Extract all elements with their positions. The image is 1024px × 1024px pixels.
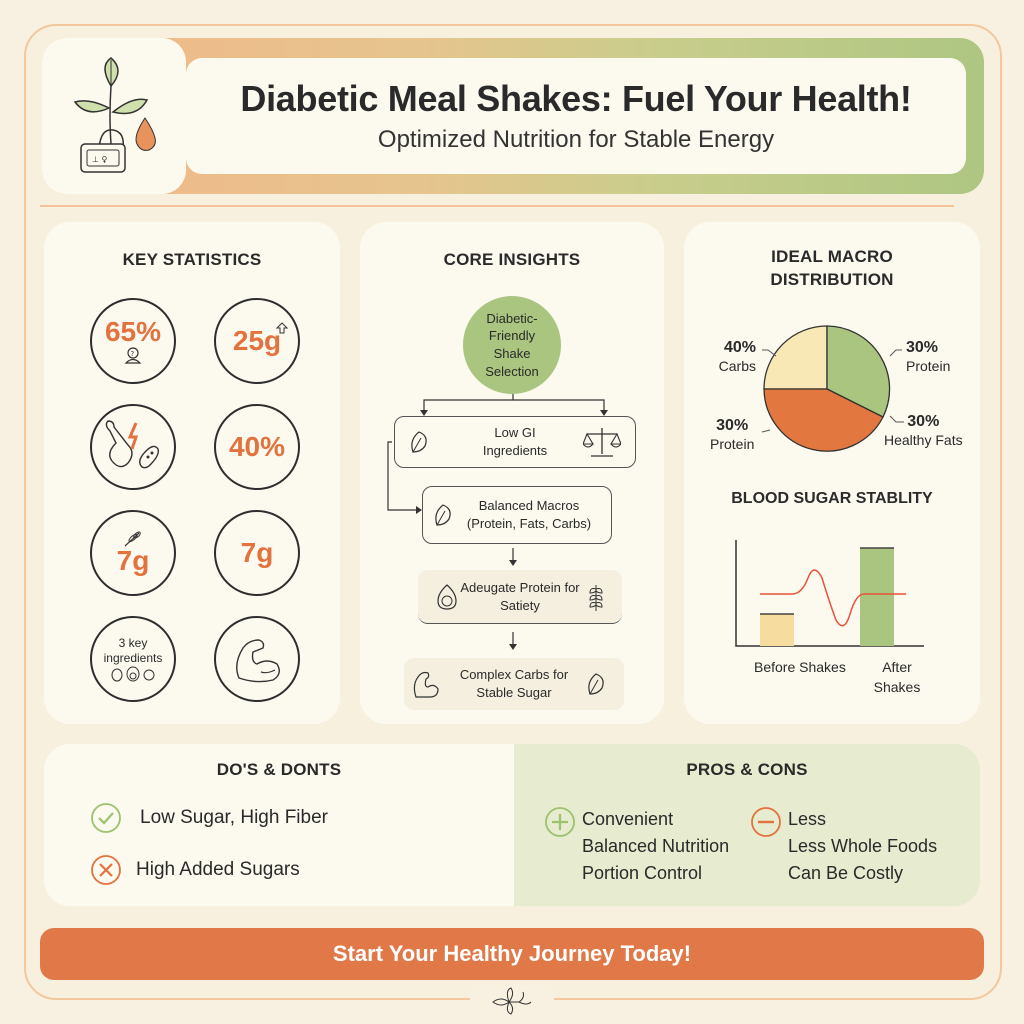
con-item: Less <box>788 809 827 829</box>
page-subtitle: Optimized Nutrition for Stable Energy <box>377 126 775 153</box>
stat-circle-food-energy <box>90 404 176 490</box>
pie-label-name: Carbs <box>718 358 756 374</box>
dos-donts-title: DO'S & DONTS <box>216 760 342 779</box>
location-question-icon: ? <box>124 347 142 364</box>
flow-step-label: Adeugate Protein for Satiety <box>460 579 580 613</box>
stat-value: 7g <box>240 537 274 568</box>
pie-label-name: Healthy Fats <box>884 432 963 448</box>
svg-text:⊥ ♀: ⊥ ♀ <box>92 155 108 164</box>
stat-value: 7g <box>116 545 150 576</box>
avocado-icon <box>437 583 457 610</box>
pie-label-name: Protein <box>906 358 951 374</box>
do-text: Low Sugar, High Fiber <box>140 807 328 828</box>
pie-label-pct: 40% <box>723 339 756 356</box>
header-logo: ⊥ ♀ <box>42 38 186 194</box>
core-center-node: Diabetic-Friendly Shake Selection <box>463 296 561 394</box>
scale-icon <box>583 428 621 457</box>
pie-label-pct: 30% <box>716 417 749 434</box>
flow-step-balanced-macros: Balanced Macros (Protein, Fats, Carbs) <box>422 486 612 544</box>
macro-pie-chart <box>763 325 891 452</box>
svg-text:?: ? <box>131 350 135 358</box>
pie-label-protein-left: 30% Protein <box>710 416 754 454</box>
con-item: Can Be Costly <box>788 863 904 883</box>
pie-label-pct: 30% <box>907 413 940 430</box>
stat-value: 25g <box>232 325 282 356</box>
plant-glucometer-drop-icon: ⊥ ♀ <box>73 57 156 173</box>
stat-text: 3 key ingredients <box>103 636 163 665</box>
header-divider <box>40 205 954 207</box>
pie-leader-lines <box>761 349 904 433</box>
sprig-icon <box>492 987 532 1015</box>
pro-item: Convenient <box>582 809 674 829</box>
macro-title-line2: DISTRIBUTION <box>770 269 894 289</box>
cons-list: Less Less Whole Foods Can Be Costly <box>788 806 937 887</box>
wheat-icon <box>589 584 603 611</box>
con-item: Less Whole Foods <box>788 836 938 856</box>
flow-step-low-gi: Low GI Ingredients <box>394 416 636 468</box>
pie-label-protein-right: 30% Protein <box>906 338 950 376</box>
pie-label-name: Protein <box>710 436 755 452</box>
flow-step-adequate-protein: Adeugate Protein for Satiety <box>418 570 622 624</box>
minus-circle-icon <box>751 807 781 837</box>
food-energy-icon <box>105 420 160 469</box>
macro-title: IDEAL MACRO DISTRIBUTION <box>684 246 980 292</box>
muscle-arm-icon <box>236 639 280 683</box>
pros-cons-title: PROS & CONS <box>686 760 808 779</box>
avocado-icon <box>111 666 155 682</box>
bar-label-before: Before Shakes <box>754 659 846 675</box>
wheat-icon <box>124 531 141 547</box>
core-insights-title: CORE INSIGHTS <box>443 250 581 269</box>
pie-label-fats: 30% Healthy Fats <box>884 412 963 450</box>
flow-step-label: Balanced Macros (Protein, Fats, Carbs) <box>466 498 592 531</box>
pros-column: Convenient Balanced Nutrition Portion Co… <box>544 806 729 887</box>
pie-label-carbs: 40% Carbs <box>714 338 756 376</box>
stat-circle-7g: 7g <box>214 510 300 596</box>
flow-connectors <box>387 394 608 650</box>
stat-circle-7g-fiber: 7g <box>90 510 176 596</box>
stat-circle-25g: 25g <box>214 298 300 384</box>
key-statistics-title: KEY STATISTICS <box>122 250 262 269</box>
footer-ornament <box>470 986 554 1016</box>
flow-step-complex-carbs: Complex Carbs for Stable Sugar <box>404 658 624 710</box>
macro-distribution-panel: IDEAL MACRO DISTRIBUTION 40% Carbs 30% P… <box>684 222 980 724</box>
plus-circle-icon <box>545 807 575 837</box>
arrow-up-icon <box>276 322 288 334</box>
check-circle-icon <box>91 803 121 833</box>
macro-title-line1: IDEAL MACRO <box>771 247 893 266</box>
stat-circle-40: 40% <box>214 404 300 490</box>
key-statistics-panel: KEY STATISTICS 65% ? 25g 40% 7g 7g 3 key… <box>44 222 340 724</box>
cta-button[interactable]: Start Your Healthy Journey Today! <box>40 928 984 980</box>
dont-text: High Added Sugars <box>136 859 300 880</box>
pro-item: Balanced Nutrition <box>582 836 730 856</box>
flow-step-label: Complex Carbs for Stable Sugar <box>459 667 569 700</box>
leaf-icon <box>435 504 451 526</box>
stat-circle-65: 65% ? <box>90 298 176 384</box>
muscle-arm-icon <box>413 671 439 698</box>
stat-circle-ingredients: 3 key ingredients <box>90 616 176 702</box>
stat-value: 40% <box>228 431 286 462</box>
dont-item: High Added Sugars <box>90 854 300 886</box>
x-circle-icon <box>91 855 121 885</box>
stat-circle-muscle <box>214 616 300 702</box>
pie-label-pct: 30% <box>906 339 939 356</box>
pros-list: Convenient Balanced Nutrition Portion Co… <box>582 806 729 887</box>
leaf-icon <box>588 673 604 695</box>
leaf-icon <box>411 431 427 453</box>
stat-value: 65% <box>104 316 162 347</box>
dos-donts-panel: DO'S & DONTS Low Sugar, High Fiber High … <box>44 744 514 906</box>
bar-label-after: After Shakes <box>873 659 921 695</box>
blood-sugar-title: BLOOD SUGAR STABLITY <box>731 490 933 507</box>
header-inner-card <box>186 58 966 174</box>
do-item: Low Sugar, High Fiber <box>90 802 328 834</box>
pro-item: Portion Control <box>582 863 703 883</box>
pros-cons-panel: PROS & CONS Convenient Balanced Nutritio… <box>514 744 980 906</box>
cons-column: Less Less Whole Foods Can Be Costly <box>750 806 937 887</box>
page-title: Diabetic Meal Shakes: Fuel Your Health! <box>240 78 912 119</box>
flow-step-label: Low GI Ingredients <box>482 425 548 458</box>
core-insights-panel: CORE INSIGHTS Diabetic-Friendly Shake Se… <box>360 222 664 724</box>
blood-sugar-chart <box>735 540 924 647</box>
core-center-label: Diabetic-Friendly Shake Selection <box>485 310 539 379</box>
